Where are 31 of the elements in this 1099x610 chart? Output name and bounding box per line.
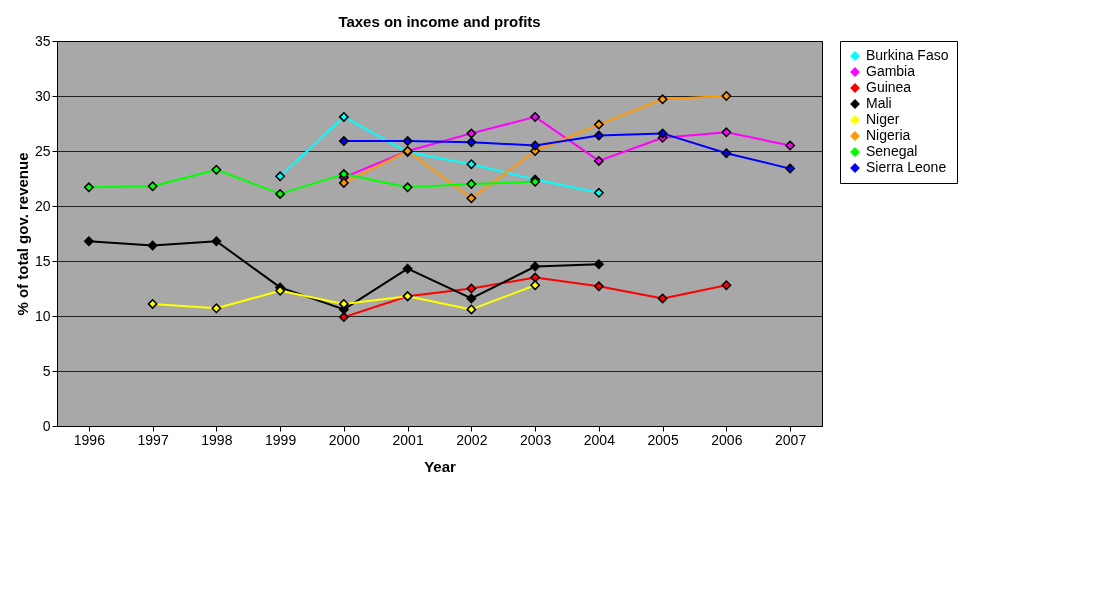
y-tick-label: 25: [34, 142, 51, 159]
y-axis-title: % of total gov. revenue: [13, 152, 31, 316]
x-axis-title: Year: [424, 457, 457, 475]
y-tick-label: 0: [42, 417, 51, 434]
y-tick-label: 5: [42, 362, 51, 379]
legend-label: Burkina Faso: [866, 47, 949, 63]
x-tick-label: 2004: [583, 431, 616, 448]
y-tick-label: 20: [34, 197, 51, 214]
x-tick-label: 1998: [201, 431, 233, 448]
legend-label: Mali: [866, 95, 892, 111]
chart-title: Taxes on income and profits: [338, 13, 541, 30]
x-tick-label: 2007: [775, 431, 807, 448]
x-tick-label: 1996: [73, 431, 106, 448]
x-tick-label: 2002: [456, 431, 488, 448]
legend-label: Gambia: [866, 63, 916, 79]
x-tick-label: 2006: [711, 431, 743, 448]
y-tick-label: 15: [34, 252, 51, 269]
y-tick-label: 35: [34, 32, 51, 49]
x-tick-label: 1999: [265, 431, 297, 448]
legend-label: Guinea: [866, 79, 912, 95]
y-tick-label: 10: [34, 307, 51, 324]
legend-label: Sierra Leone: [866, 159, 947, 175]
legend-label: Senegal: [866, 143, 918, 159]
legend-label: Nigeria: [866, 127, 911, 143]
legend-label: Niger: [866, 111, 900, 127]
x-tick-label: 2001: [392, 431, 424, 448]
y-tick-label: 30: [34, 87, 51, 104]
x-tick-label: 2000: [328, 431, 361, 448]
x-tick-label: 2005: [647, 431, 679, 448]
x-tick-label: 2003: [520, 431, 552, 448]
x-tick-label: 1997: [137, 431, 169, 448]
